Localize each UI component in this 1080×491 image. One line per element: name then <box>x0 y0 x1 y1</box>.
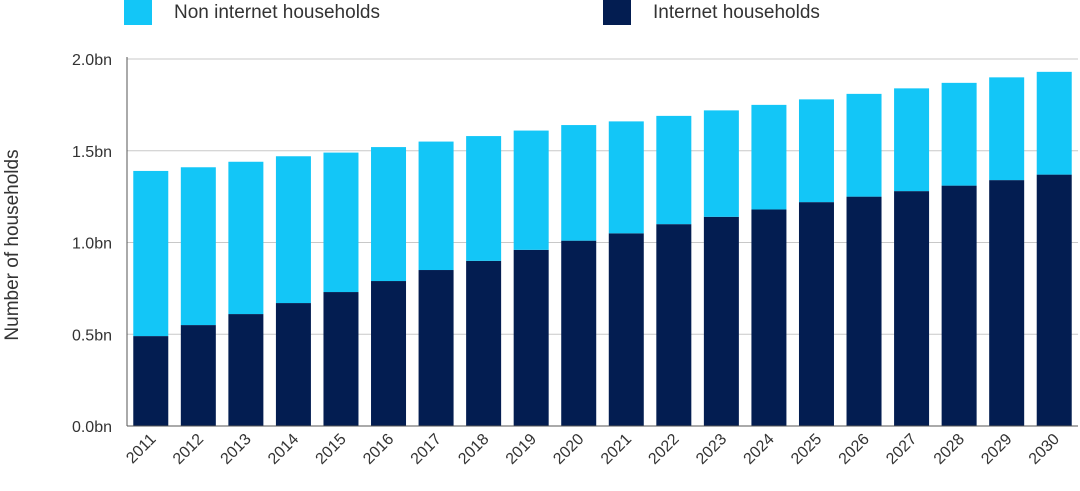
x-tick-label: 2012 <box>170 431 207 468</box>
x-tick-label: 2016 <box>360 431 397 468</box>
bar-internet-households-2021 <box>608 233 644 426</box>
x-tick-label: 2019 <box>503 431 540 468</box>
bar-non-internet-households-2015 <box>323 152 359 293</box>
bar-non-internet-households-2020 <box>561 125 597 241</box>
x-tick-label: 2025 <box>788 431 825 468</box>
x-tick-label: 2029 <box>978 431 1015 468</box>
y-tick-label: 1.5bn <box>72 144 112 161</box>
bar-non-internet-households-2026 <box>846 93 882 197</box>
bar-non-internet-households-2012 <box>180 167 216 326</box>
bar-internet-households-2020 <box>561 240 597 426</box>
x-tick-label: 2030 <box>1026 431 1063 468</box>
bar-internet-households-2029 <box>989 180 1025 426</box>
legend-item-internet: Internet households <box>603 0 820 25</box>
bar-internet-households-2016 <box>371 281 407 426</box>
bar-non-internet-households-2011 <box>133 170 169 337</box>
x-tick-label: 2011 <box>123 431 159 467</box>
x-tick-label: 2021 <box>598 431 635 468</box>
x-tick-label: 2014 <box>265 431 302 468</box>
bar-non-internet-households-2022 <box>656 115 692 225</box>
y-tick-label: 0.0bn <box>72 419 112 436</box>
bar-non-internet-households-2018 <box>466 136 502 261</box>
bars <box>133 71 1072 426</box>
bar-internet-households-2017 <box>418 270 454 426</box>
gridlines <box>127 58 1078 335</box>
y-tick-label: 2.0bn <box>72 52 112 69</box>
x-tick-label: 2017 <box>408 431 445 468</box>
y-tick-label: 0.5bn <box>72 327 112 344</box>
x-tick-label: 2018 <box>455 431 492 468</box>
x-tick-label: 2024 <box>741 431 778 468</box>
bar-internet-households-2026 <box>846 196 882 426</box>
x-tick-label: 2027 <box>883 431 920 468</box>
legend-swatch-internet <box>603 0 631 25</box>
bar-non-internet-households-2014 <box>275 156 311 304</box>
bar-non-internet-households-2029 <box>989 77 1025 181</box>
bar-internet-households-2025 <box>798 202 834 426</box>
x-tick-label: 2015 <box>313 431 350 468</box>
x-tick-label: 2020 <box>550 431 587 468</box>
bar-non-internet-households-2027 <box>894 88 930 192</box>
bar-internet-households-2027 <box>894 191 930 426</box>
bar-non-internet-households-2023 <box>703 110 739 217</box>
y-tick-label: 1.0bn <box>72 236 112 253</box>
bar-internet-households-2013 <box>228 314 264 426</box>
bar-internet-households-2011 <box>133 336 169 426</box>
x-tick-label: 2028 <box>931 431 968 468</box>
bar-internet-households-2019 <box>513 249 549 426</box>
bar-internet-households-2022 <box>656 224 692 426</box>
bar-non-internet-households-2016 <box>371 147 407 282</box>
legend-swatch-non-internet <box>124 0 152 25</box>
bar-non-internet-households-2030 <box>1036 71 1072 175</box>
bar-internet-households-2012 <box>180 325 216 426</box>
x-tick-label: 2023 <box>693 431 730 468</box>
legend-item-non-internet: Non internet households <box>124 0 380 25</box>
bar-non-internet-households-2024 <box>751 104 787 210</box>
bar-non-internet-households-2019 <box>513 130 549 250</box>
legend-label-non-internet: Non internet households <box>174 1 380 23</box>
x-tick-label: 2022 <box>645 431 682 468</box>
bar-non-internet-households-2013 <box>228 161 264 315</box>
legend-label-internet: Internet households <box>653 1 820 23</box>
bar-internet-households-2023 <box>703 216 739 426</box>
y-axis-title: Number of households <box>2 149 23 340</box>
bar-internet-households-2014 <box>275 303 311 426</box>
bar-internet-households-2028 <box>941 185 977 426</box>
bar-non-internet-households-2021 <box>608 121 644 234</box>
bar-internet-households-2018 <box>466 260 502 426</box>
bar-internet-households-2015 <box>323 292 359 426</box>
bar-non-internet-households-2028 <box>941 82 977 186</box>
bar-non-internet-households-2025 <box>798 99 834 203</box>
bar-non-internet-households-2017 <box>418 141 454 271</box>
bar-internet-households-2024 <box>751 209 787 426</box>
x-tick-label: 2013 <box>218 431 255 468</box>
bar-internet-households-2030 <box>1036 174 1072 426</box>
x-tick-label: 2026 <box>836 431 873 468</box>
